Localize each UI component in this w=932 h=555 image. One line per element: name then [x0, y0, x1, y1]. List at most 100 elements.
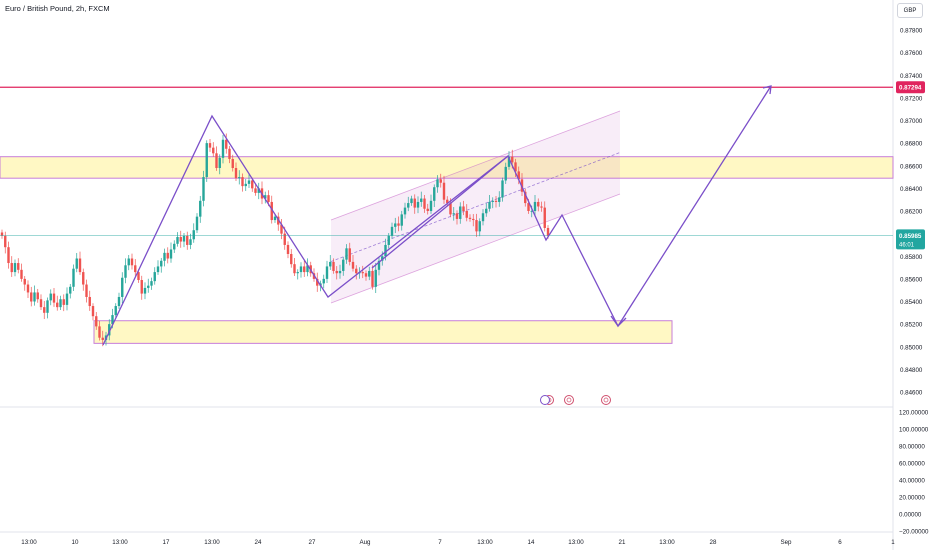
price-tick-label: 0.86600 — [900, 163, 923, 170]
candle-body — [543, 207, 546, 228]
time-tick-label: 17 — [163, 539, 170, 546]
time-tick-label: 13:00 — [659, 539, 675, 546]
candle-body — [46, 300, 49, 313]
candle-body — [0, 232, 4, 236]
candle-body — [452, 213, 455, 215]
candle-body — [75, 258, 78, 269]
candle-body — [95, 316, 98, 327]
price-tick-label: 0.87600 — [900, 50, 923, 57]
candle-body — [59, 299, 62, 308]
support-zone — [93, 320, 673, 344]
candle-body — [524, 191, 527, 204]
candle-body — [540, 206, 543, 208]
candle-body — [251, 180, 254, 189]
candle-body — [49, 293, 52, 301]
indicator-tick-label: 80.00000 — [899, 444, 925, 451]
candle-body — [69, 286, 72, 294]
candle-body — [335, 270, 338, 274]
candle-body — [459, 206, 462, 219]
candle-body — [82, 272, 85, 285]
candle-body — [270, 201, 273, 221]
time-tick-label: 28 — [710, 539, 717, 546]
candle-body — [4, 235, 7, 248]
candle-body — [156, 266, 160, 273]
candle-body — [273, 216, 277, 221]
channel-median-line — [330, 152, 621, 262]
candle-body — [195, 216, 199, 231]
price-tick-label: 0.87000 — [900, 118, 923, 125]
channel-fill — [331, 111, 620, 303]
candle-body — [212, 147, 215, 154]
price-tick-label: 0.84800 — [900, 367, 923, 374]
candle-body — [88, 296, 91, 307]
indicator-tick-label: 60.00000 — [899, 461, 925, 468]
candle-body — [371, 270, 374, 287]
price-tick-label: 0.85800 — [900, 254, 923, 261]
candle-body — [384, 244, 387, 257]
candle-body — [65, 293, 69, 305]
time-tick-label: Aug — [359, 539, 371, 546]
candle-body — [192, 230, 195, 240]
candle-body — [264, 195, 267, 199]
candle-body — [166, 252, 169, 259]
candle-body — [507, 156, 511, 167]
candle-body — [221, 139, 225, 158]
candle-body — [504, 166, 507, 181]
price-tick-label: 0.87200 — [900, 95, 923, 102]
candle-body — [26, 284, 30, 293]
event-icon — [564, 395, 574, 405]
time-tick-label: Sep — [780, 539, 792, 546]
candle-body — [176, 237, 179, 244]
candle-body — [283, 233, 286, 245]
candle-body — [475, 220, 478, 232]
candle-body — [494, 200, 498, 202]
countdown-label: 46:01 — [899, 242, 915, 248]
candle-body — [442, 182, 446, 200]
candle-body — [400, 214, 403, 226]
candle-body — [478, 221, 481, 232]
candle-body — [416, 201, 420, 208]
candle-body — [244, 183, 247, 187]
candle-body — [387, 235, 390, 245]
channel-lower-line — [330, 193, 621, 304]
candle-body — [348, 248, 351, 262]
candle-body — [160, 260, 163, 267]
currency-selector[interactable]: GBP — [897, 3, 923, 18]
resistance-zone — [0, 156, 894, 179]
candle-body — [17, 263, 20, 270]
candle-body — [231, 158, 234, 169]
candle-body — [329, 261, 332, 267]
candle-body — [36, 292, 39, 300]
candle-body — [403, 207, 407, 215]
candle-body — [296, 272, 299, 274]
candle-body — [439, 179, 442, 183]
candle-body — [322, 278, 325, 284]
candle-body — [377, 260, 381, 270]
candle-body — [10, 263, 13, 273]
candle-body — [33, 292, 36, 302]
candle-body — [491, 200, 494, 202]
candle-body — [481, 213, 485, 222]
candle-body — [316, 278, 319, 286]
candle-body — [374, 269, 377, 287]
pattern-zigzag — [102, 85, 772, 346]
candle-body — [488, 201, 491, 209]
candle-body — [205, 143, 208, 178]
candle-body — [13, 263, 17, 273]
candle-body — [462, 206, 465, 211]
candle-body — [280, 224, 283, 234]
candle-body — [546, 227, 550, 236]
candle-body — [218, 157, 221, 169]
candle-body — [43, 307, 46, 313]
indicator-tick-label: 40.00000 — [899, 478, 925, 485]
candle-body — [355, 268, 358, 274]
event-icon — [601, 395, 611, 405]
time-tick-label: 13:00 — [204, 539, 220, 546]
candle-body — [533, 201, 537, 211]
candle-body — [426, 208, 429, 211]
time-tick-label: 13:00 — [477, 539, 493, 546]
candle-body — [7, 247, 10, 264]
candle-body — [364, 273, 368, 277]
